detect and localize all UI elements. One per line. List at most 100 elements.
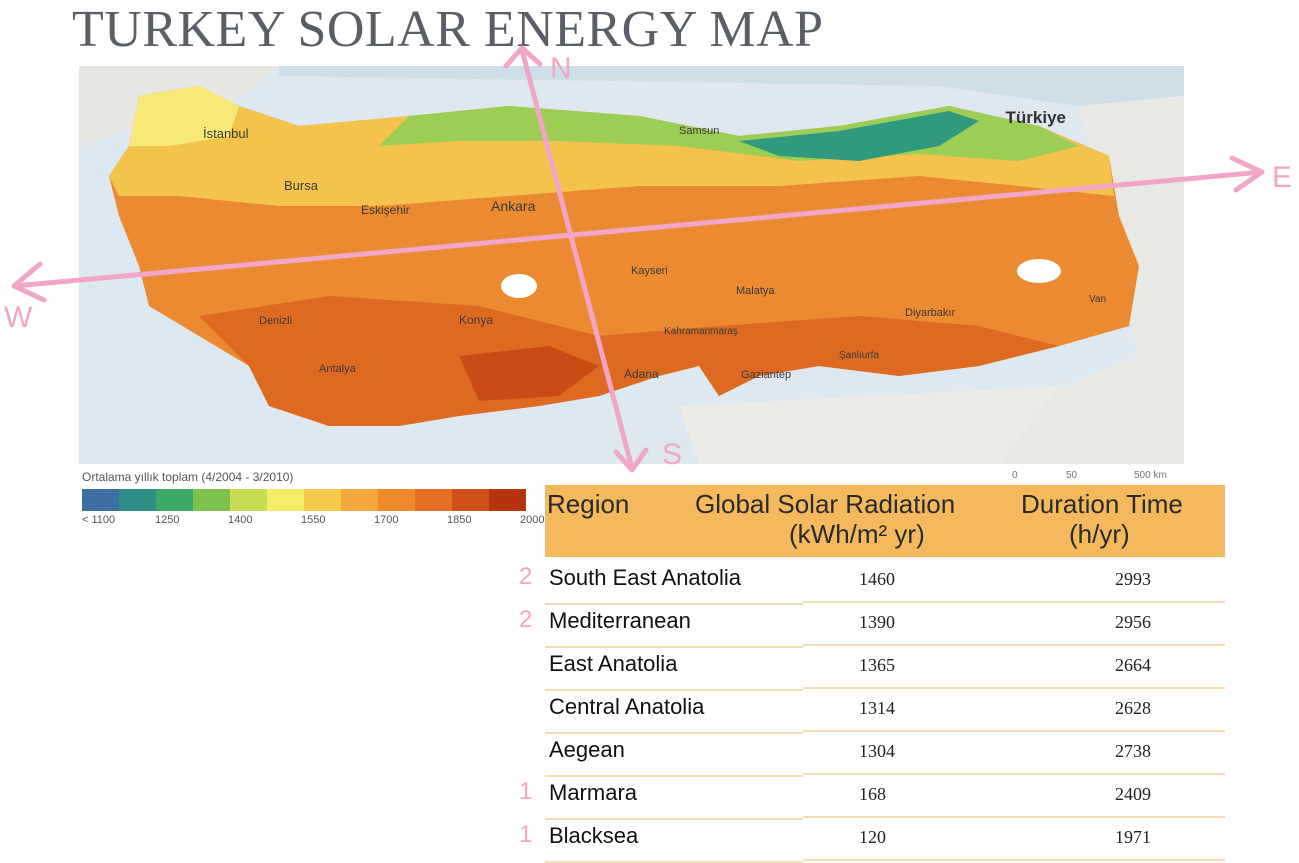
compass-north-label: N bbox=[550, 52, 572, 85]
row-divider bbox=[545, 603, 803, 605]
legend-swatch bbox=[230, 489, 267, 511]
legend-title: Ortalama yıllık toplam (4/2004 - 3/2010) bbox=[82, 470, 294, 484]
table-row: 2 South East Anatolia 1460 2993 bbox=[519, 561, 1225, 605]
compass-south-label: S bbox=[662, 438, 683, 471]
duration-value: 2993 bbox=[1115, 569, 1151, 589]
radiation-value: 120 bbox=[859, 827, 886, 847]
legend-swatch bbox=[193, 489, 230, 511]
city-label: Malatya bbox=[736, 285, 775, 297]
row-divider bbox=[545, 818, 803, 820]
radiation-value: 1365 bbox=[859, 655, 895, 675]
zone-pale bbox=[129, 86, 239, 146]
table-row: 1 Marmara 168 2409 bbox=[519, 776, 1225, 820]
radiation-value: 1304 bbox=[859, 741, 895, 761]
row-divider bbox=[545, 732, 803, 734]
legend-swatch bbox=[82, 489, 119, 511]
legend-swatch bbox=[267, 489, 304, 511]
header-radiation: Global Solar Radiation bbox=[695, 489, 956, 519]
rank-marker: 1 bbox=[519, 821, 533, 848]
legend-tick-label: 1550 bbox=[301, 514, 326, 526]
row-divider bbox=[803, 601, 1225, 603]
row-divider bbox=[803, 687, 1225, 689]
table-row: Aegean 1304 2738 bbox=[545, 733, 1225, 777]
city-label: Şanlıurfa bbox=[839, 350, 879, 361]
page-title: TURKEY SOLAR ENERGY MAP bbox=[72, 1, 824, 58]
compass-east-label: E bbox=[1272, 161, 1293, 194]
row-divider bbox=[803, 773, 1225, 775]
city-label: Kayseri bbox=[631, 265, 668, 277]
legend-color-bar bbox=[82, 489, 526, 511]
city-label: Van bbox=[1089, 294, 1106, 305]
legend-swatch bbox=[489, 489, 526, 511]
legend-tick-label: 2000 bbox=[520, 514, 545, 526]
city-label: Adana bbox=[624, 367, 659, 381]
city-label: Denizli bbox=[259, 315, 292, 327]
row-divider bbox=[803, 859, 1225, 861]
region-name: Mediterranean bbox=[549, 608, 691, 633]
legend-swatch bbox=[119, 489, 156, 511]
row-divider bbox=[803, 644, 1225, 646]
legend-tick-label: 1400 bbox=[228, 514, 253, 526]
lake-van bbox=[1017, 259, 1061, 283]
west-arrowhead-icon bbox=[11, 261, 47, 303]
table-row: Central Anatolia 1314 2628 bbox=[545, 690, 1225, 734]
legend-tick-label: 1700 bbox=[374, 514, 399, 526]
legend-tick-label: < 1100 bbox=[82, 514, 116, 526]
city-label: Eskişehir bbox=[361, 203, 410, 217]
header-radiation-unit: (kWh/m² yr) bbox=[789, 519, 925, 549]
duration-value: 2738 bbox=[1115, 741, 1151, 761]
compass-west-label: W bbox=[4, 301, 33, 334]
legend-swatch bbox=[452, 489, 489, 511]
region-name: Aegean bbox=[549, 737, 625, 762]
city-label: Antalya bbox=[319, 363, 357, 375]
legend-swatch bbox=[378, 489, 415, 511]
scale-label: 50 bbox=[1066, 470, 1078, 481]
row-divider bbox=[545, 689, 803, 691]
city-label: Bursa bbox=[284, 178, 319, 193]
rank-marker: 2 bbox=[519, 606, 533, 633]
legend-swatch bbox=[341, 489, 378, 511]
row-divider bbox=[803, 816, 1225, 818]
region-name: East Anatolia bbox=[549, 651, 678, 676]
row-divider bbox=[545, 646, 803, 648]
scale-label: 500 km bbox=[1134, 470, 1167, 481]
header-duration-unit: (h/yr) bbox=[1069, 519, 1130, 549]
radiation-value: 1460 bbox=[859, 569, 895, 589]
legend-swatch bbox=[156, 489, 193, 511]
east-arrowhead-icon bbox=[1229, 155, 1265, 193]
scale-label: 0 bbox=[1012, 470, 1018, 481]
black-sea bbox=[279, 66, 1184, 106]
header-region: Region bbox=[547, 489, 630, 519]
rank-marker: 1 bbox=[519, 778, 533, 805]
city-label: Ankara bbox=[491, 198, 536, 214]
duration-value: 2664 bbox=[1115, 655, 1151, 675]
header-duration: Duration Time bbox=[1021, 489, 1183, 519]
duration-value: 2409 bbox=[1115, 784, 1151, 804]
table-row: 2 Mediterranean 1390 2956 bbox=[519, 604, 1225, 648]
region-name: Blacksea bbox=[549, 823, 639, 848]
duration-value: 2956 bbox=[1115, 612, 1151, 632]
radiation-value: 1314 bbox=[859, 698, 895, 718]
table-header: Region Global Solar Radiation (kWh/m² yr… bbox=[545, 485, 1225, 557]
region-name: Central Anatolia bbox=[549, 694, 705, 719]
duration-value: 2628 bbox=[1115, 698, 1151, 718]
city-label: Samsun bbox=[679, 125, 719, 137]
legend-tick-label: 1850 bbox=[447, 514, 472, 526]
duration-value: 1971 bbox=[1115, 827, 1151, 847]
rank-marker: 2 bbox=[519, 563, 533, 590]
table-row: 1 Blacksea 120 1971 bbox=[519, 819, 1225, 863]
neighbor-land-south bbox=[679, 386, 1059, 464]
lake-tuz bbox=[501, 274, 537, 298]
zone-teal bbox=[739, 111, 979, 161]
legend-tick-label: 1250 bbox=[155, 514, 180, 526]
legend-swatch bbox=[304, 489, 341, 511]
solar-map: İstanbul Bursa Eskişehir Ankara Samsun K… bbox=[79, 66, 1184, 464]
region-name: Marmara bbox=[549, 780, 638, 805]
city-label: Diyarbakır bbox=[905, 307, 955, 319]
radiation-value: 1390 bbox=[859, 612, 895, 632]
table-row: East Anatolia 1365 2664 bbox=[545, 647, 1225, 691]
radiation-value: 168 bbox=[859, 784, 886, 804]
row-divider bbox=[545, 775, 803, 777]
region-name: South East Anatolia bbox=[549, 565, 742, 590]
city-label: İstanbul bbox=[203, 126, 249, 141]
